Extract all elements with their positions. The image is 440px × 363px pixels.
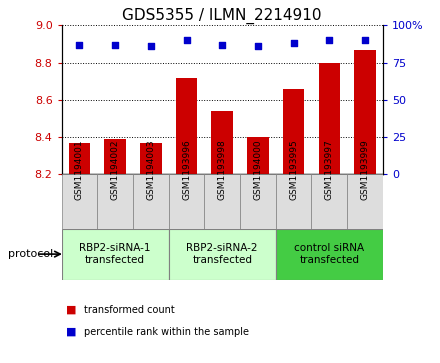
Text: protocol: protocol <box>7 249 53 259</box>
Text: RBP2-siRNA-1
transfected: RBP2-siRNA-1 transfected <box>79 243 151 265</box>
Point <box>326 37 333 43</box>
Text: GSM1194003: GSM1194003 <box>147 140 155 200</box>
Bar <box>62 174 97 229</box>
Bar <box>354 50 376 174</box>
Text: GSM1194002: GSM1194002 <box>110 140 120 200</box>
Text: GSM1193997: GSM1193997 <box>325 140 334 200</box>
Text: ■: ■ <box>66 305 77 315</box>
Point <box>112 42 119 48</box>
Bar <box>62 229 169 280</box>
Point <box>361 37 368 43</box>
Text: GSM1194001: GSM1194001 <box>75 140 84 200</box>
Text: GSM1193999: GSM1193999 <box>360 140 370 200</box>
Bar <box>319 62 340 174</box>
Bar <box>204 174 240 229</box>
Point <box>254 43 261 49</box>
Bar <box>140 143 161 174</box>
Bar <box>240 174 276 229</box>
Bar <box>347 174 383 229</box>
Bar <box>212 111 233 174</box>
Bar <box>283 89 304 174</box>
Bar <box>276 174 312 229</box>
Bar <box>69 143 90 174</box>
Text: transformed count: transformed count <box>84 305 174 315</box>
Text: GSM1193996: GSM1193996 <box>182 140 191 200</box>
Point <box>76 42 83 48</box>
Bar <box>247 137 268 174</box>
Bar <box>176 77 197 174</box>
Text: percentile rank within the sample: percentile rank within the sample <box>84 327 249 337</box>
Text: GSM1194000: GSM1194000 <box>253 140 262 200</box>
Bar <box>312 174 347 229</box>
Text: control siRNA
transfected: control siRNA transfected <box>294 243 364 265</box>
Text: GSM1193998: GSM1193998 <box>218 140 227 200</box>
Text: ■: ■ <box>66 327 77 337</box>
Bar <box>133 174 169 229</box>
Title: GDS5355 / ILMN_2214910: GDS5355 / ILMN_2214910 <box>122 8 322 24</box>
Bar <box>104 139 126 174</box>
Bar <box>276 229 383 280</box>
Text: RBP2-siRNA-2
transfected: RBP2-siRNA-2 transfected <box>187 243 258 265</box>
Point <box>183 37 190 43</box>
Bar <box>169 229 276 280</box>
Point <box>219 42 226 48</box>
Text: GSM1193995: GSM1193995 <box>289 140 298 200</box>
Bar <box>169 174 204 229</box>
Point <box>147 43 154 49</box>
Point <box>290 40 297 46</box>
Bar <box>97 174 133 229</box>
